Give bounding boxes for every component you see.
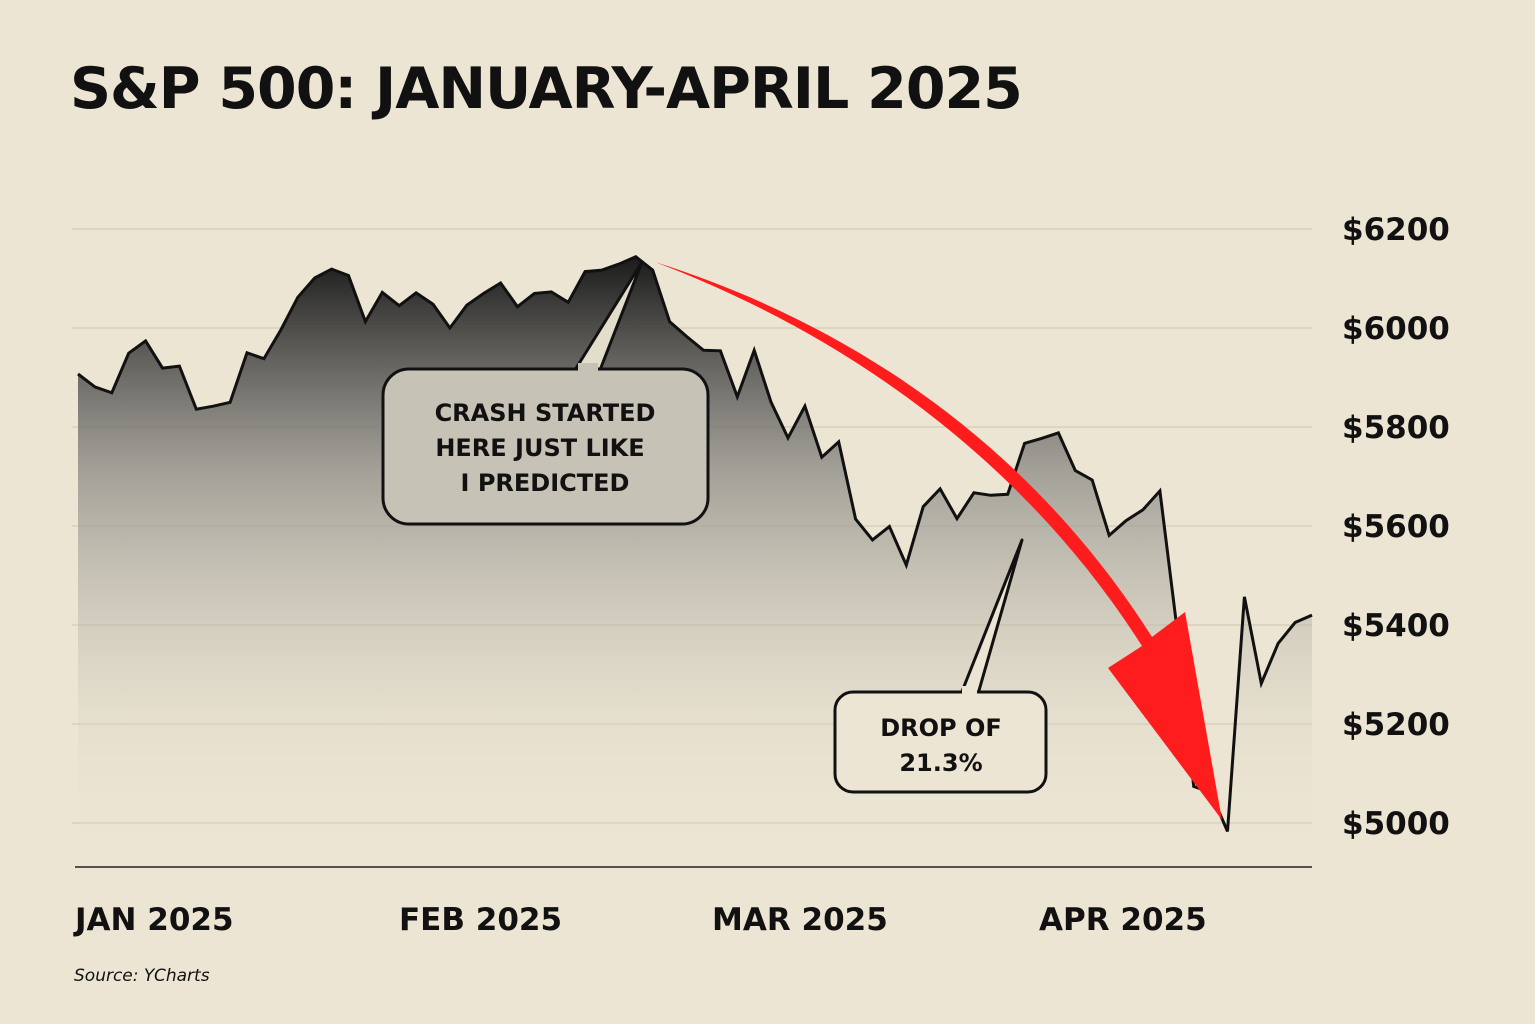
data-point: [1091, 478, 1094, 481]
y-tick-label: $5600: [1342, 509, 1450, 545]
x-axis-tick-labels: JAN 2025 FEB 2025 MAR 2025 APR 2025: [73, 902, 1207, 938]
callout-box: [381, 367, 710, 526]
y-tick-label: $6200: [1342, 212, 1450, 248]
chart-title: S&P 500: JANUARY-APRIL 2025: [70, 56, 1023, 122]
data-point: [448, 327, 451, 330]
data-point: [161, 367, 164, 370]
x-tick-label: FEB 2025: [399, 902, 562, 938]
data-point: [212, 405, 215, 408]
data-point: [1108, 534, 1111, 537]
data-point: [110, 391, 113, 394]
data-point: [617, 263, 620, 266]
data-point: [939, 487, 942, 490]
data-point: [431, 303, 434, 306]
data-point: [770, 401, 773, 404]
data-point: [178, 365, 181, 368]
data-point: [279, 328, 282, 331]
data-point: [1006, 493, 1009, 496]
data-point: [499, 281, 502, 284]
data-point: [753, 349, 756, 352]
callout-line-3: I PREDICTED: [461, 469, 630, 497]
series-area-fill: [78, 256, 1312, 867]
data-point: [956, 517, 959, 520]
data-point: [989, 494, 992, 497]
data-point: [229, 401, 232, 404]
data-point: [567, 301, 570, 304]
data-point: [330, 268, 333, 271]
callout-drop: DROP OF 21.3%: [833, 538, 1048, 794]
data-point: [296, 296, 299, 299]
y-tick-label: $5200: [1342, 707, 1450, 743]
y-tick-label: $5800: [1342, 410, 1450, 446]
x-tick-label: MAR 2025: [712, 902, 888, 938]
data-point: [786, 436, 789, 439]
data-point: [1226, 830, 1229, 833]
data-point: [1158, 489, 1161, 492]
series-line: [77, 254, 1313, 832]
x-tick-label: APR 2025: [1039, 902, 1207, 938]
data-point: [685, 335, 688, 338]
data-point: [246, 351, 249, 354]
data-point: [1023, 442, 1026, 445]
data-point: [364, 320, 367, 323]
data-point: [837, 440, 840, 443]
data-point: [195, 408, 198, 411]
y-axis-tick-labels: $6200 $6000 $5800 $5600 $5400 $5200 $5000: [1342, 212, 1450, 842]
callout-line-2: HERE JUST LIKE: [435, 434, 644, 462]
callout-line-1: CRASH STARTED: [435, 399, 656, 427]
data-point: [482, 292, 485, 295]
data-point: [262, 357, 265, 360]
data-point: [1192, 785, 1195, 788]
data-point: [719, 349, 722, 352]
data-point: [972, 491, 975, 494]
data-point: [415, 291, 418, 294]
data-point: [601, 269, 604, 272]
data-point: [1243, 595, 1246, 598]
data-point: [820, 456, 823, 459]
x-tick-label: JAN 2025: [73, 902, 234, 938]
data-point: [651, 269, 654, 272]
data-point: [313, 277, 316, 280]
data-point: [516, 305, 519, 308]
data-point: [854, 518, 857, 521]
callout-line-2: 21.3%: [899, 749, 982, 777]
data-point: [127, 352, 130, 355]
data-point: [871, 538, 874, 541]
data-point: [922, 505, 925, 508]
data-point: [888, 525, 891, 528]
data-point: [1311, 614, 1314, 617]
data-point: [634, 255, 637, 258]
data-point: [803, 405, 806, 408]
data-point: [1277, 642, 1280, 645]
data-point: [381, 291, 384, 294]
data-point: [1141, 508, 1144, 511]
data-point: [1057, 431, 1060, 434]
data-point: [1074, 469, 1077, 472]
source-note: Source: YCharts: [74, 966, 210, 986]
data-point: [347, 274, 350, 277]
data-point: [465, 304, 468, 307]
data-point: [905, 564, 908, 567]
y-tick-label: $5400: [1342, 608, 1450, 644]
data-point: [736, 395, 739, 398]
data-point: [584, 270, 587, 273]
data-point: [668, 320, 671, 323]
data-point: [77, 373, 80, 376]
data-point: [1260, 682, 1263, 685]
data-point: [1125, 519, 1128, 522]
data-point: [550, 290, 553, 293]
data-point: [702, 349, 705, 352]
callout-crash-started: CRASH STARTED HERE JUST LIKE I PREDICTED: [381, 260, 710, 526]
data-point: [533, 292, 536, 295]
y-tick-label: $6000: [1342, 311, 1450, 347]
callout-line-1: DROP OF: [880, 714, 1002, 742]
y-tick-label: $5000: [1342, 806, 1450, 842]
callout-box: [833, 690, 1048, 794]
data-point: [1294, 621, 1297, 624]
data-point: [1040, 437, 1043, 440]
data-point: [93, 385, 96, 388]
data-point: [398, 304, 401, 307]
data-point: [144, 339, 147, 342]
